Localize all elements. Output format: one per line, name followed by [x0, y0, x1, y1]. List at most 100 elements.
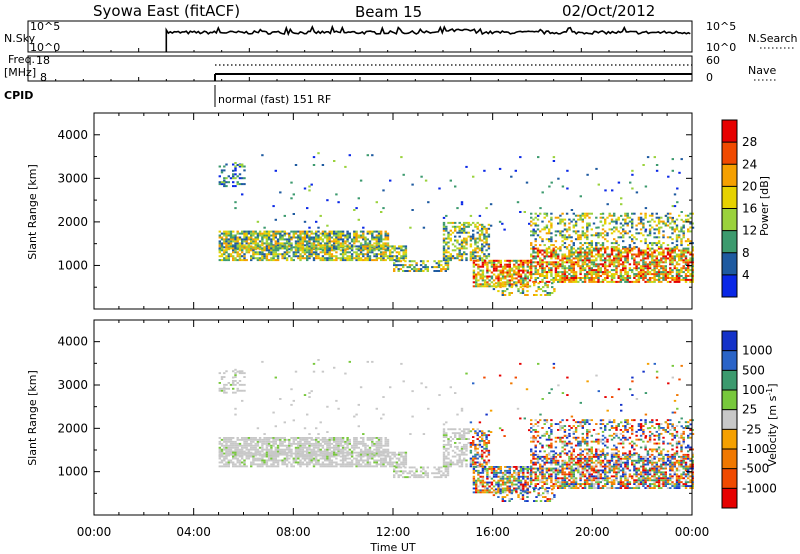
- range-gate-cell: [577, 214, 580, 217]
- range-gate-cell: [341, 459, 345, 462]
- range-gate-cell: [615, 271, 618, 274]
- range-gate-cell: [628, 251, 632, 254]
- range-gate-cell: [646, 244, 650, 247]
- range-gate-cell: [301, 247, 304, 250]
- range-gate-cell: [386, 450, 390, 453]
- range-gate-cell: [274, 438, 277, 441]
- range-gate-cell: [225, 440, 228, 443]
- range-gate-cell: [389, 245, 392, 248]
- range-gate-cell: [243, 169, 246, 172]
- range-gate-cell: [294, 242, 298, 245]
- range-gate-cell: [472, 491, 476, 494]
- range-gate-cell: [655, 212, 658, 215]
- range-gate-cell: [561, 265, 564, 268]
- range-gate-cell: [574, 214, 578, 217]
- range-gate-cell: [499, 469, 502, 472]
- range-gate-cell: [490, 466, 494, 468]
- range-gate-cell: [241, 238, 244, 241]
- range-gate-cell: [666, 249, 670, 252]
- range-gate-cell: [368, 255, 372, 258]
- range-gate-cell: [299, 465, 302, 468]
- range-gate-cell: [581, 267, 584, 270]
- range-gate-cell: [673, 246, 676, 249]
- range-gate-cell: [308, 247, 311, 250]
- range-gate-cell: [312, 438, 316, 441]
- range-gate-cell: [563, 236, 567, 239]
- range-gate-cell: [449, 461, 452, 464]
- range-gate-cell: [229, 244, 233, 247]
- range-gate-cell: [364, 442, 367, 445]
- range-gate-cell: [353, 251, 356, 254]
- range-gate-cell: [324, 463, 327, 466]
- range-gate-cell: [454, 434, 457, 437]
- range-gate-cell: [460, 461, 464, 464]
- range-gate-cell: [227, 255, 230, 258]
- range-gate-cell: [469, 461, 473, 464]
- range-gate-cell: [353, 446, 356, 449]
- range-gate-cell: [321, 457, 325, 460]
- range-gate-cell: [592, 269, 596, 272]
- range-gate-cell: [265, 453, 269, 456]
- range-gate-cell: [532, 249, 535, 252]
- range-gate-cell: [350, 257, 354, 260]
- range-gate-cell: [624, 265, 627, 268]
- range-gate-cell: [371, 442, 374, 445]
- range-gate-cell: [508, 485, 511, 488]
- range-gate-cell: [586, 265, 589, 268]
- range-gate-cell: [400, 245, 403, 248]
- range-gate-cell: [501, 481, 505, 484]
- range-gate-cell: [669, 222, 672, 225]
- range-gate-cell: [292, 230, 295, 233]
- range-gate-cell: [532, 273, 535, 276]
- range-gate-cell: [402, 255, 405, 258]
- range-gate-cell: [475, 466, 478, 468]
- range-gate-cell: [321, 455, 325, 458]
- range-gate-cell: [620, 214, 623, 217]
- range-gate-cell: [474, 453, 477, 456]
- range-gate-cell: [380, 245, 383, 248]
- range-gate-cell: [595, 232, 598, 235]
- range-gate-cell: [550, 224, 553, 227]
- range-gate-cell: [644, 214, 647, 217]
- range-gate-cell: [541, 259, 544, 262]
- range-gate-cell: [532, 230, 535, 233]
- range-gate-cell: [666, 257, 670, 260]
- range-gate-cell: [501, 269, 505, 272]
- range-gate-cell: [362, 226, 365, 229]
- range-gate-cell: [321, 164, 325, 166]
- range-gate-cell: [308, 189, 311, 192]
- range-gate-cell: [310, 230, 313, 233]
- range-gate-cell: [469, 214, 473, 217]
- range-gate-cell: [451, 438, 455, 440]
- range-gate-cell: [283, 463, 286, 466]
- range-gate-cell: [272, 455, 275, 458]
- range-gate-cell: [308, 230, 311, 233]
- range-gate-cell: [481, 445, 484, 448]
- range-gate-cell: [581, 218, 584, 221]
- range-gate-cell: [344, 446, 347, 449]
- range-gate-cell: [380, 446, 383, 449]
- range-gate-cell: [404, 270, 407, 272]
- range-gate-cell: [465, 445, 468, 448]
- range-gate-cell: [492, 265, 496, 268]
- range-gate-cell: [622, 255, 625, 258]
- range-gate-cell: [310, 448, 313, 451]
- range-gate-cell: [442, 239, 446, 242]
- range-gate-cell: [306, 440, 309, 443]
- range-gate-cell: [577, 277, 580, 279]
- range-gate-cell: [357, 257, 360, 260]
- range-gate-cell: [653, 251, 656, 254]
- range-gate-cell: [350, 465, 354, 468]
- range-gate-cell: [570, 246, 573, 249]
- range-gate-cell: [639, 249, 643, 252]
- range-gate-cell: [583, 267, 587, 270]
- range-gate-cell: [506, 471, 509, 474]
- range-gate-cell: [406, 270, 409, 272]
- range-gate-cell: [261, 440, 264, 443]
- range-gate-cell: [315, 249, 318, 252]
- nsearch-axis-bottom: 10^0: [706, 41, 736, 54]
- range-gate-cell: [458, 453, 461, 456]
- range-gate-cell: [465, 239, 468, 242]
- range-gate-cell: [568, 257, 571, 260]
- range-gate-cell: [294, 244, 298, 247]
